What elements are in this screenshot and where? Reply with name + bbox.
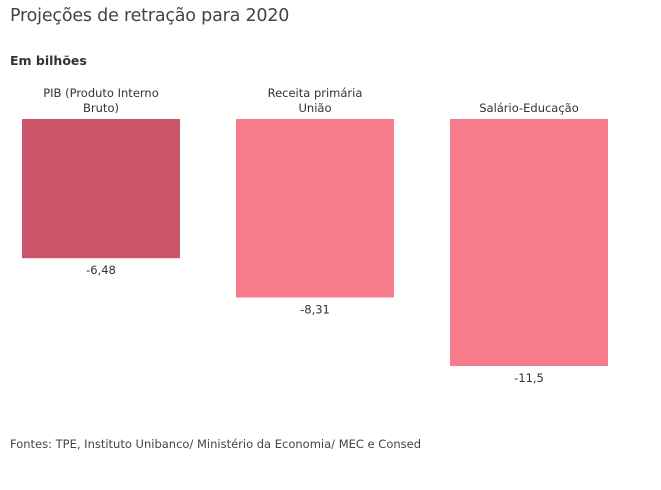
chart-subtitle: Em bilhões [10,53,87,68]
category-label-1-line-2: Bruto) [83,101,119,115]
source-note: Fontes: TPE, Instituto Unibanco/ Ministé… [10,437,422,451]
category-label-1-line-1: PIB (Produto Interno [43,86,159,100]
bar-1 [22,119,180,259]
category-label-2-line-1: Receita primária [268,86,363,100]
category-label-3-line-1: Salário-Educação [479,101,579,115]
value-label-2: -8,31 [300,302,330,316]
bar-2 [236,119,394,298]
value-label-3: -11,5 [514,371,544,385]
value-label-1: -6,48 [86,263,116,277]
chart-title: Projeções de retração para 2020 [10,6,290,26]
category-label-2-line-2: União [299,101,332,115]
bar-3 [450,119,608,366]
